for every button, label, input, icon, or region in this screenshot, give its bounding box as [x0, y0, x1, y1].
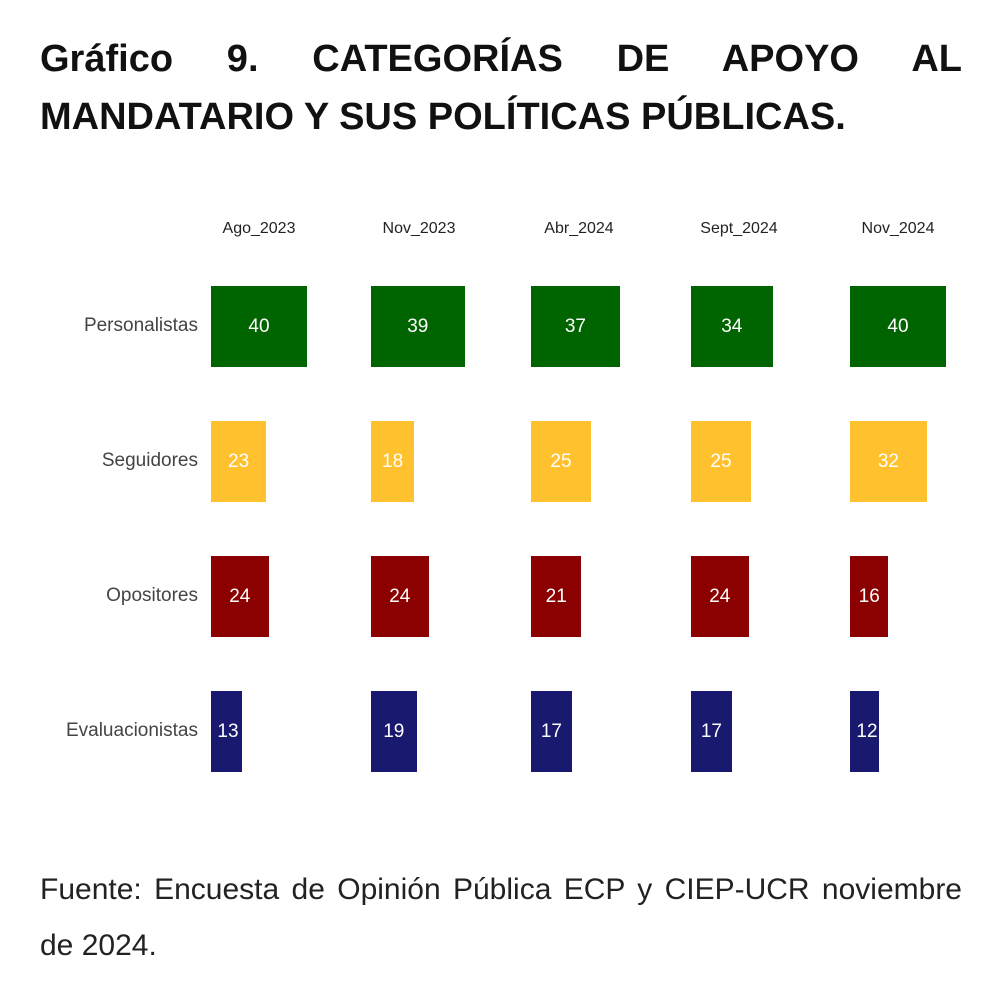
bar: [691, 691, 732, 772]
bar: [211, 556, 269, 637]
bar: [691, 556, 749, 637]
data-label: 34: [721, 316, 743, 337]
bar: [371, 421, 415, 502]
data-label: 12: [856, 721, 878, 742]
bar: [850, 556, 889, 637]
bar: [850, 691, 879, 772]
data-label: 16: [858, 586, 880, 607]
data-label: 25: [710, 451, 732, 472]
data-label: 39: [407, 316, 429, 337]
column-header: Ago_2023: [222, 220, 296, 237]
column-header: Sept_2024: [700, 220, 778, 237]
data-label: 24: [229, 586, 251, 607]
bar: [531, 691, 572, 772]
data-label: 17: [700, 721, 722, 742]
bar: [691, 286, 773, 367]
data-label: 18: [382, 451, 404, 472]
column-header: Abr_2024: [544, 220, 614, 237]
chart-title: Gráfico 9. CATEGORÍAS DE APOYO AL MANDAT…: [40, 38, 962, 138]
data-label: 24: [389, 586, 411, 607]
data-label: 40: [248, 316, 270, 337]
data-label: 37: [564, 316, 586, 337]
row-label: Opositores: [106, 585, 198, 606]
data-label: 24: [709, 586, 731, 607]
data-label: 32: [877, 451, 899, 472]
column-header: Nov_2024: [861, 220, 935, 237]
data-label: 19: [383, 721, 405, 742]
data-label: 25: [550, 451, 572, 472]
bar: [531, 286, 620, 367]
bar: [691, 421, 751, 502]
bar: [211, 421, 267, 502]
bar: [211, 286, 307, 367]
bar: [531, 421, 591, 502]
bar: [371, 286, 465, 367]
data-label: 23: [228, 451, 250, 472]
bar: [531, 556, 582, 637]
bar: [211, 691, 243, 772]
data-label: 21: [545, 586, 567, 607]
row-label: Evaluacionistas: [65, 720, 198, 741]
row-label: Seguidores: [101, 450, 198, 471]
column-header: Nov_2023: [382, 220, 456, 237]
row-label: Personalistas: [83, 315, 198, 336]
source-note: Fuente: Encuesta de Opinión Pública ECP …: [40, 873, 962, 962]
bar: [371, 556, 429, 637]
bar: [850, 286, 946, 367]
data-label: 13: [217, 721, 239, 742]
bar: [371, 691, 417, 772]
data-label: 17: [540, 721, 562, 742]
bar: [850, 421, 927, 502]
data-label: 40: [887, 316, 909, 337]
